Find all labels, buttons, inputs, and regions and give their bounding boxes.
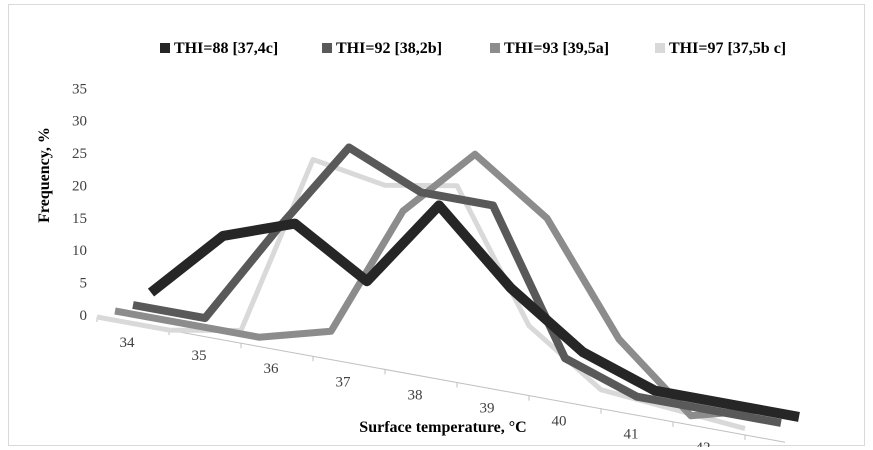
x-tick-label: 40 — [552, 414, 567, 430]
y-tick-label: 0 — [80, 308, 88, 324]
series-line-2 — [132, 143, 782, 427]
floor-front-edge — [96, 316, 786, 443]
legend-swatch — [160, 43, 170, 53]
x-tick-label: 34 — [120, 335, 136, 351]
x-axis-title: Surface temperature, °C — [359, 419, 526, 436]
x-tick-label: 42 — [696, 440, 711, 447]
y-tick-label: 25 — [72, 146, 87, 162]
legend-swatch — [322, 43, 332, 53]
series-line-3 — [114, 150, 764, 420]
chart-svg: 0510152025303534353637383940414243 THI=8… — [36, 40, 800, 447]
y-tick-label: 30 — [72, 114, 87, 130]
x-tick-label: 35 — [192, 348, 207, 364]
y-tick-label: 15 — [72, 211, 87, 227]
legend: THI=88 [37,4c] THI=92 [38,2b] THI=93 [39,5… — [160, 40, 786, 57]
legend-label: THI=93 [39,5a] — [504, 40, 609, 57]
chart-frame: 0510152025303534353637383940414243 THI=8… — [8, 4, 865, 447]
series-layer — [96, 143, 800, 432]
series-line-1 — [147, 200, 800, 422]
y-tick-label: 35 — [72, 81, 87, 97]
y-tick-label: 20 — [72, 178, 87, 194]
y-axis-title: Frequency, % — [36, 127, 53, 223]
x-tick-label: 37 — [336, 374, 352, 390]
x-tick-label: 41 — [624, 427, 639, 443]
axis-layer: 0510152025303534353637383940414243 — [72, 81, 711, 447]
legend-swatch — [655, 43, 665, 53]
x-tick-label: 39 — [480, 401, 495, 417]
x-tick-label: 38 — [408, 387, 423, 403]
y-tick-label: 10 — [72, 243, 87, 259]
legend-swatch — [490, 43, 500, 53]
x-tick-label: 36 — [264, 361, 280, 377]
legend-label: THI=97 [37,5b c] — [669, 40, 786, 57]
legend-label: THI=92 [38,2b] — [336, 40, 442, 57]
legend-label: THI=88 [37,4c] — [174, 40, 278, 57]
y-tick-label: 5 — [80, 276, 88, 292]
